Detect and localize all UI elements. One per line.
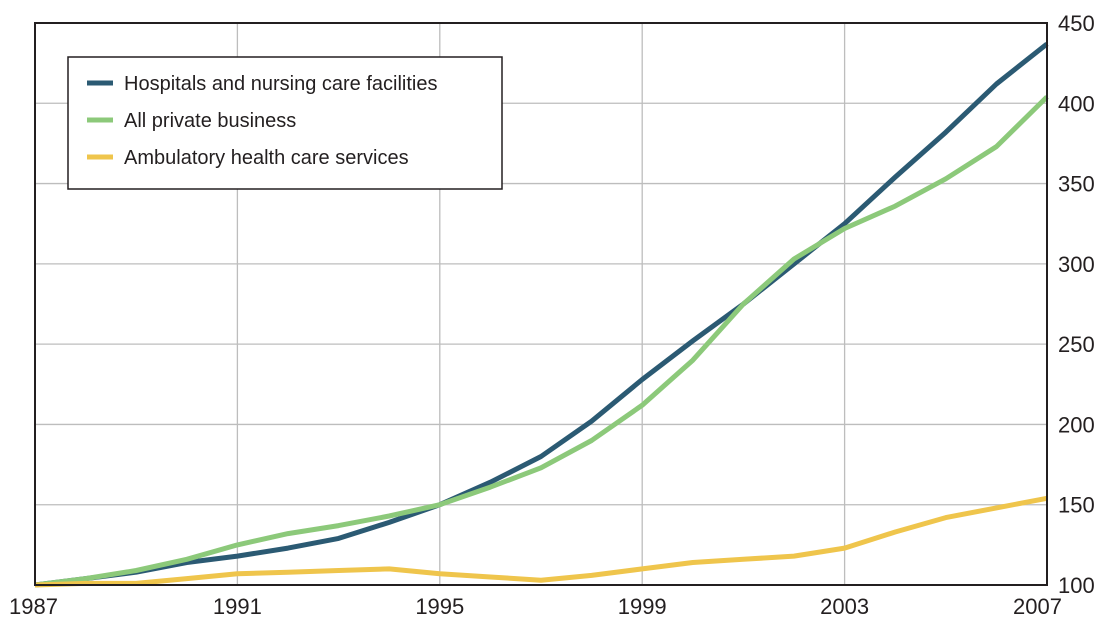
legend-label: Hospitals and nursing care facilities	[124, 73, 438, 95]
legend-box	[67, 56, 503, 190]
x-tick-label: 1995	[415, 594, 464, 619]
y-tick-label: 100	[1058, 573, 1095, 598]
y-tick-label: 150	[1058, 493, 1095, 518]
y-axis-tick-labels: 100 150 200 250 300 350 400 450	[1058, 11, 1095, 598]
x-axis-tick-labels: 1987 1991 1995 1999 2003 2007	[9, 594, 1062, 619]
y-tick-label: 400	[1058, 91, 1095, 116]
x-tick-label: 1991	[213, 594, 262, 619]
legend: Hospitals and nursing care facilities All…	[67, 56, 503, 190]
y-tick-label: 300	[1058, 252, 1095, 277]
y-tick-label: 450	[1058, 11, 1095, 36]
x-tick-label: 2003	[820, 594, 869, 619]
x-tick-label: 1987	[9, 594, 58, 619]
series-line-1	[34, 41, 1049, 588]
legend-label: All private business	[124, 110, 296, 132]
series-line-3	[34, 495, 1048, 588]
plot-frame	[34, 22, 1048, 586]
x-tick-label: 2007	[1013, 594, 1062, 619]
series-line-2	[34, 95, 1049, 588]
y-tick-label: 350	[1058, 172, 1095, 197]
series-lines	[34, 41, 1049, 588]
y-tick-label: 200	[1058, 412, 1095, 437]
legend-label: Ambulatory health care services	[124, 147, 409, 169]
y-tick-label: 250	[1058, 332, 1095, 357]
x-tick-label: 1999	[618, 594, 667, 619]
